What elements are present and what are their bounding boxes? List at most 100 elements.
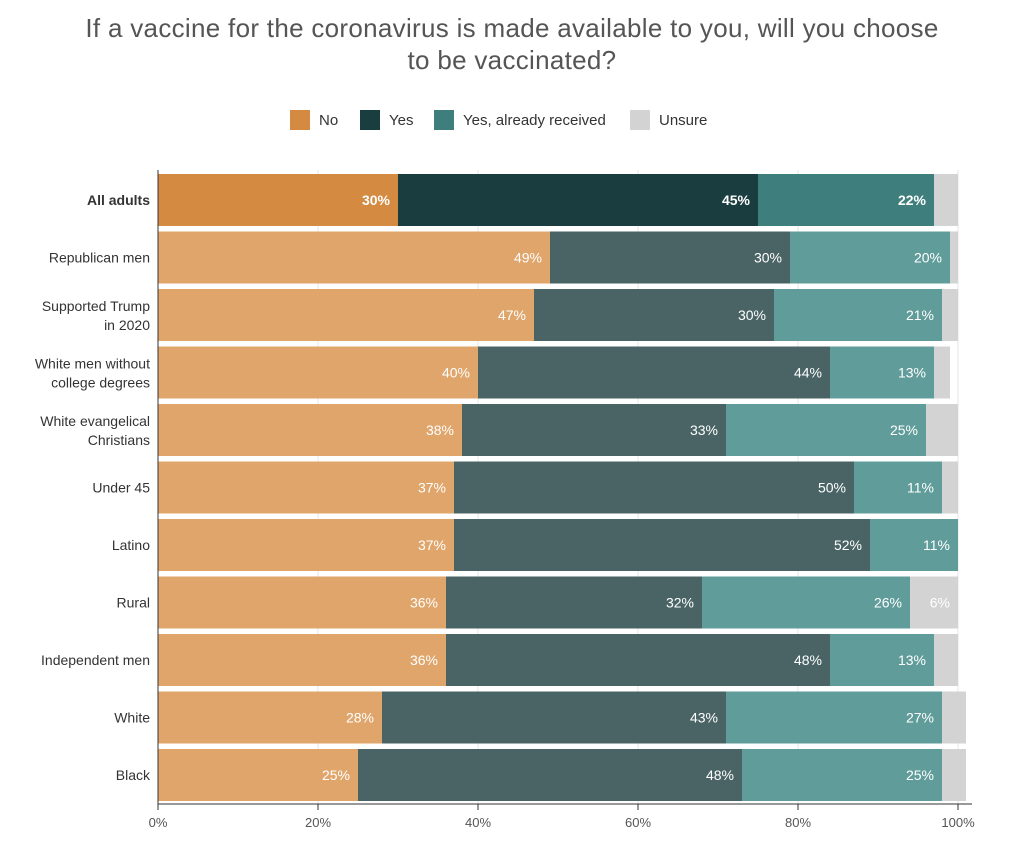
category-label: Black bbox=[116, 767, 151, 783]
bar-under-45-unsure bbox=[942, 461, 958, 514]
chart-title-line-2: to be vaccinated? bbox=[407, 45, 617, 75]
bar-rural-no bbox=[158, 576, 446, 629]
bar-white-yes-already-received bbox=[726, 691, 942, 744]
bar-white-evangelical-christians-unsure bbox=[926, 404, 958, 456]
bar-white-unsure bbox=[942, 691, 966, 744]
legend: No Yes Yes, already received Unsure bbox=[0, 108, 1024, 132]
bar-rural-yes-already-received bbox=[702, 576, 910, 629]
category-label: Rural bbox=[117, 595, 150, 611]
bar-supported-trump-in-2020-no bbox=[158, 289, 534, 341]
x-tick-label: 60% bbox=[625, 815, 651, 830]
x-tick-label: 40% bbox=[465, 815, 491, 830]
data-label: 21% bbox=[906, 307, 934, 323]
data-label: 28% bbox=[346, 710, 374, 726]
data-label: 38% bbox=[426, 422, 454, 438]
category-label: Independent men bbox=[41, 652, 150, 668]
bar-all-adults-yes-already-received bbox=[758, 174, 934, 226]
bar-independent-men-unsure bbox=[934, 634, 958, 686]
category-label: Latino bbox=[112, 537, 150, 553]
category-label-line: White evangelical bbox=[40, 413, 150, 429]
bar-white-yes bbox=[382, 691, 726, 744]
legend-label-unsure: Unsure bbox=[659, 111, 708, 129]
bar-black-unsure bbox=[942, 749, 966, 801]
bar-independent-men-yes-already-received bbox=[830, 634, 934, 686]
bar-supported-trump-in-2020-unsure bbox=[942, 289, 958, 341]
data-label: 40% bbox=[442, 365, 470, 381]
bar-white-men-without-college-degrees-no bbox=[158, 346, 478, 399]
bar-white-men-without-college-degrees-unsure bbox=[934, 346, 950, 399]
category-label: Republican men bbox=[49, 250, 150, 266]
category-label: Supported Trump in 2020 bbox=[42, 298, 150, 333]
legend-label-no: No bbox=[319, 111, 339, 129]
data-label: 22% bbox=[898, 192, 927, 208]
data-label: 50% bbox=[818, 480, 846, 496]
x-tick-label: 80% bbox=[785, 815, 811, 830]
data-label: 52% bbox=[834, 537, 862, 553]
stacked-bar-chart: 30% 45% 22% All adults 49% 30% 20% Republican m… bbox=[35, 170, 975, 830]
data-label: 44% bbox=[794, 365, 822, 381]
bar-under-45-yes bbox=[454, 461, 854, 514]
bar-under-45-yes-already-received bbox=[854, 461, 942, 514]
data-label: 43% bbox=[690, 710, 718, 726]
bar-rural-unsure bbox=[910, 576, 958, 629]
bar-supported-trump-in-2020-yes bbox=[534, 289, 774, 341]
legend-label-yes: Yes bbox=[389, 111, 414, 129]
bar-all-adults-no bbox=[158, 174, 398, 226]
data-label: 13% bbox=[898, 365, 926, 381]
bar-white-men-without-college-degrees-yes bbox=[478, 346, 830, 399]
category-label: White evangelical Christians bbox=[40, 413, 150, 448]
data-label: 30% bbox=[738, 307, 766, 323]
data-label: 48% bbox=[794, 652, 822, 668]
data-label: 27% bbox=[906, 710, 934, 726]
data-label: 20% bbox=[914, 250, 942, 266]
legend-item-unsure: Unsure bbox=[630, 108, 707, 132]
category-label: White men without college degrees bbox=[35, 356, 150, 391]
legend-swatch-no bbox=[290, 110, 310, 130]
data-label: 47% bbox=[498, 307, 526, 323]
category-label-line: Christians bbox=[88, 432, 150, 448]
bar-all-adults-yes bbox=[398, 174, 758, 226]
legend-label-yes-already-received: Yes, already received bbox=[463, 111, 606, 129]
bar-black-yes bbox=[358, 749, 742, 801]
category-label-line: White men without bbox=[35, 356, 150, 372]
bar-white-no bbox=[158, 691, 382, 744]
data-label: 32% bbox=[666, 595, 694, 611]
data-label: 11% bbox=[907, 480, 934, 496]
data-label: 36% bbox=[410, 595, 438, 611]
bar-under-45-no bbox=[158, 461, 454, 514]
bar-republican-men-yes bbox=[550, 231, 790, 284]
bar-latino-no bbox=[158, 519, 454, 571]
data-label: 25% bbox=[322, 767, 350, 783]
data-label: 30% bbox=[754, 250, 782, 266]
bar-supported-trump-in-2020-yes-already-received bbox=[774, 289, 942, 341]
legend-item-yes: Yes bbox=[360, 108, 413, 132]
category-label-line: in 2020 bbox=[104, 317, 150, 333]
bar-white-men-without-college-degrees-yes-already-received bbox=[830, 346, 934, 399]
category-label: White bbox=[114, 710, 150, 726]
x-tick-label: 0% bbox=[149, 815, 168, 830]
bar-white-evangelical-christians-no bbox=[158, 404, 462, 456]
legend-swatch-yes bbox=[360, 110, 380, 130]
bar-black-no bbox=[158, 749, 358, 801]
bar-independent-men-no bbox=[158, 634, 446, 686]
bar-latino-yes bbox=[454, 519, 870, 571]
data-label: 25% bbox=[906, 767, 934, 783]
x-tick-label: 20% bbox=[305, 815, 331, 830]
bar-white-evangelical-christians-yes bbox=[462, 404, 726, 456]
data-label: 25% bbox=[890, 422, 918, 438]
data-label: 33% bbox=[690, 422, 718, 438]
category-label: All adults bbox=[87, 192, 150, 208]
data-label: 37% bbox=[418, 537, 446, 553]
bar-republican-men-yes-already-received bbox=[790, 231, 950, 284]
bar-independent-men-yes bbox=[446, 634, 830, 686]
data-label: 11% bbox=[923, 537, 950, 553]
category-label-line: Supported Trump bbox=[42, 298, 150, 314]
data-label: 49% bbox=[514, 250, 542, 266]
bar-white-evangelical-christians-yes-already-received bbox=[726, 404, 926, 456]
data-label: 13% bbox=[898, 652, 926, 668]
x-tick-label: 100% bbox=[941, 815, 975, 830]
bar-rural-yes bbox=[446, 576, 702, 629]
bar-latino-yes-already-received bbox=[870, 519, 958, 571]
data-label: 6% bbox=[930, 595, 950, 611]
bar-all-adults-unsure bbox=[934, 174, 958, 226]
